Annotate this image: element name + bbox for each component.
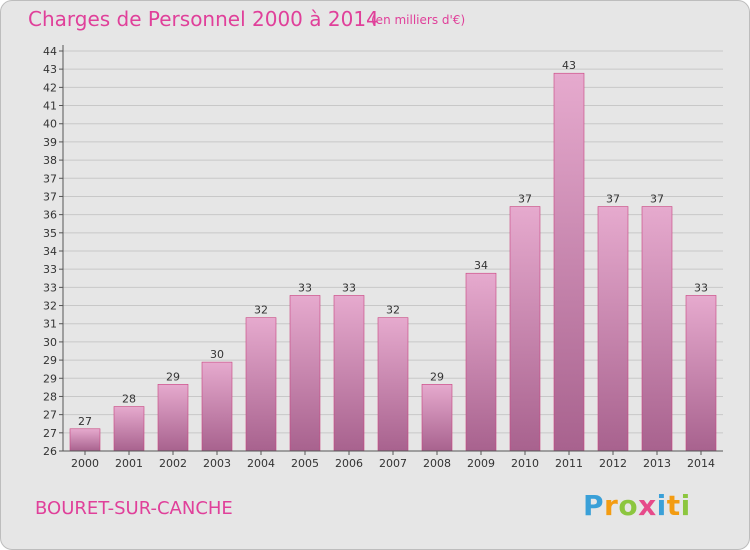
bar-value-label: 33 bbox=[694, 281, 708, 294]
bar-value-label: 43 bbox=[562, 59, 576, 72]
chart-title: Charges de Personnel 2000 à 2014 bbox=[28, 7, 379, 31]
x-tick-label: 2008 bbox=[423, 457, 451, 470]
bar-value-label: 33 bbox=[298, 281, 312, 294]
y-tick-label: 37 bbox=[43, 190, 57, 203]
bar bbox=[333, 295, 365, 452]
logo-letter: t bbox=[666, 489, 681, 522]
proxiti-logo: Proxiti bbox=[583, 489, 691, 522]
bar bbox=[201, 361, 233, 452]
bar bbox=[245, 317, 277, 452]
chart-subtitle: (en milliers d'€) bbox=[371, 13, 466, 27]
bar bbox=[377, 317, 409, 452]
bar-value-label: 34 bbox=[474, 259, 488, 272]
y-tick-label: 32 bbox=[43, 300, 57, 313]
logo-letter: x bbox=[638, 489, 657, 522]
x-tick-label: 2001 bbox=[115, 457, 143, 470]
y-tick-label: 38 bbox=[43, 154, 57, 167]
bars bbox=[69, 72, 717, 452]
bar bbox=[465, 272, 497, 452]
logo-letter: i bbox=[680, 489, 691, 522]
bar bbox=[113, 406, 145, 452]
y-tick-label: 28 bbox=[43, 390, 57, 403]
y-tick-label: 40 bbox=[43, 118, 57, 131]
y-tick-label: 44 bbox=[43, 45, 57, 58]
x-axis-ticks: 2000 2001 2002 2003 2004 2005 2006 2007 2008 2009… bbox=[71, 451, 715, 470]
x-tick-label: 2006 bbox=[335, 457, 363, 470]
axes bbox=[62, 45, 723, 452]
y-tick-label: 33 bbox=[43, 263, 57, 276]
bar bbox=[289, 295, 321, 452]
bar bbox=[597, 206, 629, 452]
x-tick-label: 2011 bbox=[555, 457, 583, 470]
bar-value-label: 27 bbox=[78, 415, 92, 428]
y-tick-label: 36 bbox=[43, 209, 57, 222]
data-labels: 27 28 29 30 32 33 33 32 29 34 37 43 37 37 33 bbox=[78, 59, 708, 428]
bar bbox=[685, 295, 717, 452]
bar bbox=[509, 206, 541, 452]
bar-value-label: 29 bbox=[430, 370, 444, 383]
bar-value-label: 37 bbox=[650, 193, 664, 206]
y-tick-label: 43 bbox=[43, 63, 57, 76]
logo-letter: r bbox=[604, 489, 619, 522]
bar-value-label: 29 bbox=[166, 370, 180, 383]
commune-name: BOURET-SUR-CANCHE bbox=[35, 498, 233, 519]
y-tick-label: 30 bbox=[43, 336, 57, 349]
x-tick-label: 2013 bbox=[643, 457, 671, 470]
x-tick-label: 2002 bbox=[159, 457, 187, 470]
y-tick-label: 31 bbox=[43, 318, 57, 331]
x-tick-label: 2003 bbox=[203, 457, 231, 470]
logo-letter: o bbox=[618, 489, 639, 522]
y-tick-label: 29 bbox=[43, 372, 57, 385]
x-tick-label: 2004 bbox=[247, 457, 275, 470]
x-tick-label: 2014 bbox=[687, 457, 715, 470]
y-tick-label: 26 bbox=[43, 445, 57, 458]
bar bbox=[421, 384, 453, 452]
logo-letter: i bbox=[656, 489, 667, 522]
x-tick-label: 2010 bbox=[511, 457, 539, 470]
y-axis-ticks: 26 27 27 28 29 29 30 31 32 33 33 34 35 36 37 37 38 39 40 41… bbox=[43, 45, 63, 458]
y-tick-label: 42 bbox=[43, 81, 57, 94]
y-tick-label: 27 bbox=[43, 427, 57, 440]
bar-value-label: 33 bbox=[342, 281, 356, 294]
logo-letter: P bbox=[583, 489, 605, 522]
x-tick-label: 2009 bbox=[467, 457, 495, 470]
y-tick-label: 34 bbox=[43, 245, 57, 258]
y-tick-label: 33 bbox=[43, 281, 57, 294]
bar-value-label: 37 bbox=[518, 193, 532, 206]
bar bbox=[641, 206, 673, 452]
x-tick-label: 2012 bbox=[599, 457, 627, 470]
y-tick-label: 41 bbox=[43, 100, 57, 113]
bar-value-label: 32 bbox=[386, 304, 400, 317]
bar-value-label: 37 bbox=[606, 193, 620, 206]
x-tick-label: 2000 bbox=[71, 457, 99, 470]
bar-value-label: 30 bbox=[210, 348, 224, 361]
x-tick-label: 2005 bbox=[291, 457, 319, 470]
bar-value-label: 28 bbox=[122, 393, 136, 406]
y-tick-label: 37 bbox=[43, 172, 57, 185]
bar-value-label: 32 bbox=[254, 304, 268, 317]
x-tick-label: 2007 bbox=[379, 457, 407, 470]
y-tick-label: 27 bbox=[43, 409, 57, 422]
y-tick-label: 39 bbox=[43, 136, 57, 149]
y-tick-label: 35 bbox=[43, 227, 57, 240]
bar bbox=[69, 428, 101, 452]
bar bbox=[157, 384, 189, 452]
bar bbox=[553, 72, 585, 452]
y-tick-label: 29 bbox=[43, 354, 57, 367]
